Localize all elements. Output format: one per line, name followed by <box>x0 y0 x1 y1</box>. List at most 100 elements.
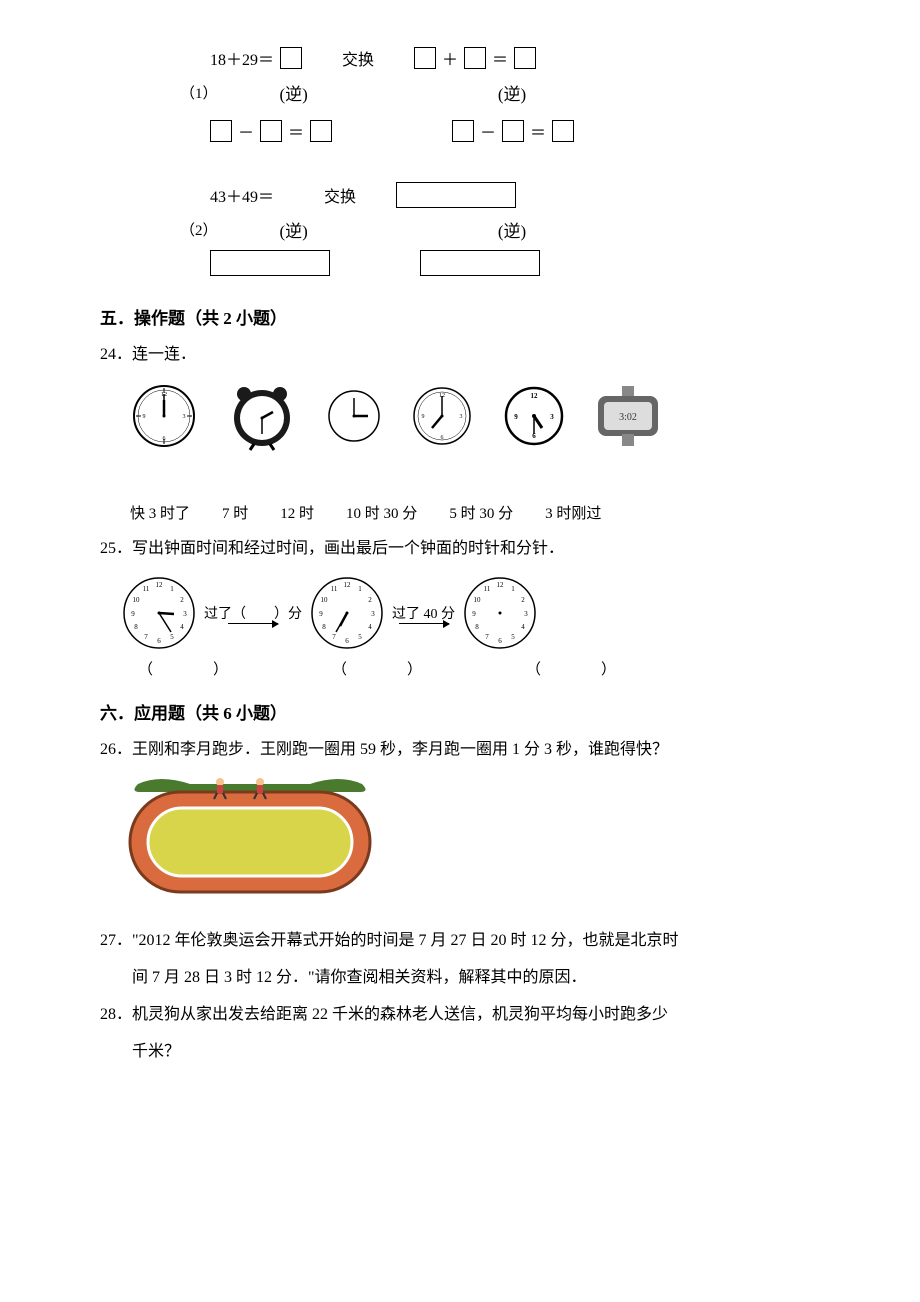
question-27-line2: 间 7 月 28 日 3 时 12 分．"请你查阅相关资料，解释其中的原因． <box>100 964 840 991</box>
part-label: （2） <box>180 219 218 240</box>
answer-box-rect[interactable] <box>396 182 516 208</box>
eq-line: 43＋49＝ 交换 <box>210 177 840 213</box>
svg-text:1: 1 <box>170 585 174 593</box>
clock-5[interactable]: 12369 <box>502 384 566 448</box>
clock-label[interactable]: 3 时刚过 <box>545 502 601 523</box>
svg-text:11: 11 <box>143 585 150 593</box>
svg-text:12: 12 <box>344 581 352 589</box>
answer-box[interactable] <box>464 47 486 69</box>
seq-clock-2: 121234567891011 <box>308 574 386 652</box>
svg-text:9: 9 <box>514 413 518 421</box>
eq-text: 18＋29＝ <box>210 46 274 70</box>
clock-label[interactable]: 10 时 30 分 <box>346 502 417 523</box>
equation-1: 18＋29＝ <box>210 46 302 70</box>
svg-text:6: 6 <box>163 436 166 442</box>
inverse-label-row: （1） (逆) (逆) <box>180 80 840 105</box>
equation-swap: ＋＝ <box>414 46 536 70</box>
inverse-label: (逆) <box>280 80 308 105</box>
clock-4[interactable]: 12369 <box>410 384 474 448</box>
svg-text:7: 7 <box>332 633 336 641</box>
svg-text:3: 3 <box>524 610 528 618</box>
svg-text:2: 2 <box>180 596 184 604</box>
svg-text:8: 8 <box>322 623 326 631</box>
svg-text:2: 2 <box>521 596 525 604</box>
answer-box[interactable] <box>552 120 574 142</box>
equation-2: 43＋49＝ <box>210 183 274 207</box>
clock-label[interactable]: 快 3 时了 <box>130 502 190 523</box>
svg-text:9: 9 <box>143 414 146 420</box>
clock-1[interactable]: 12369 <box>130 382 198 450</box>
answer-box[interactable] <box>260 120 282 142</box>
clock-6-digital[interactable]: 3:02 <box>594 386 662 446</box>
svg-text:3: 3 <box>550 413 554 421</box>
answer-box[interactable] <box>280 47 302 69</box>
paren-answers: （ ） （ ） （ ） <box>138 658 840 679</box>
svg-text:5: 5 <box>358 633 362 641</box>
svg-text:3: 3 <box>371 610 375 618</box>
svg-text:10: 10 <box>133 596 141 604</box>
problem-23-part2: 43＋49＝ 交换 （2） (逆) (逆) <box>140 177 840 276</box>
op-eq: ＝ <box>492 46 508 70</box>
inverse-label-row: （2） (逆) (逆) <box>180 217 840 242</box>
op-minus: － <box>480 119 496 143</box>
clock-match-row: 12369 12369 12369 3:02 <box>130 380 840 452</box>
answer-box[interactable] <box>310 120 332 142</box>
gap-label: 过了（ ）分 <box>204 603 302 623</box>
question-28-line2: 千米？ <box>100 1038 840 1065</box>
clock-sequence: 121234567891011 过了（ ）分 121234567891011 过… <box>120 574 840 652</box>
svg-text:2: 2 <box>368 596 372 604</box>
question-24: 24．连一连． <box>100 341 840 368</box>
svg-text:6: 6 <box>498 637 502 645</box>
svg-text:4: 4 <box>180 623 184 631</box>
svg-text:10: 10 <box>321 596 329 604</box>
inverse-label: (逆) <box>280 217 308 242</box>
answer-box[interactable] <box>414 47 436 69</box>
answer-box[interactable] <box>514 47 536 69</box>
seq-clock-1: 121234567891011 <box>120 574 198 652</box>
equation-inverse: －＝ <box>210 119 332 143</box>
svg-text:8: 8 <box>475 623 479 631</box>
clock-2-alarm[interactable] <box>226 380 298 452</box>
clock-label[interactable]: 12 时 <box>280 502 314 523</box>
clock-labels-row: 快 3 时了 7 时 12 时 10 时 30 分 5 时 30 分 3 时刚过 <box>130 502 840 523</box>
exchange-label: 交换 <box>342 46 374 70</box>
svg-text:12: 12 <box>497 581 505 589</box>
svg-text:7: 7 <box>144 633 148 641</box>
question-25: 25．写出钟面时间和经过时间，画出最后一个钟面的时针和分针． <box>100 535 840 562</box>
eq-text: 43＋49＝ <box>210 183 274 207</box>
svg-text:4: 4 <box>368 623 372 631</box>
clock-label[interactable]: 7 时 <box>222 502 248 523</box>
svg-text:11: 11 <box>484 585 491 593</box>
paren-blank[interactable]: （ ） <box>332 658 422 679</box>
svg-text:12: 12 <box>531 392 539 400</box>
equation-inverse: －＝ <box>452 119 574 143</box>
paren-blank[interactable]: （ ） <box>138 658 228 679</box>
svg-text:3: 3 <box>460 414 463 420</box>
answer-box[interactable] <box>502 120 524 142</box>
op-minus: － <box>238 119 254 143</box>
question-27-line1: 27．"2012 年伦敦奥运会开幕式开始的时间是 7 月 27 日 20 时 1… <box>100 927 840 954</box>
answer-box[interactable] <box>452 120 474 142</box>
svg-text:3:02: 3:02 <box>619 412 637 423</box>
exchange-label: 交换 <box>324 183 356 207</box>
svg-text:9: 9 <box>472 610 476 618</box>
svg-text:11: 11 <box>331 585 338 593</box>
svg-text:6: 6 <box>157 637 161 645</box>
svg-text:3: 3 <box>183 414 186 420</box>
paren-blank[interactable]: （ ） <box>526 658 616 679</box>
answer-box-rect[interactable] <box>210 250 330 276</box>
answer-box-rect[interactable] <box>420 250 540 276</box>
running-track-figure <box>120 774 840 909</box>
svg-text:7: 7 <box>485 633 489 641</box>
question-28-line1: 28．机灵狗从家出发去给距离 22 千米的森林老人送信，机灵狗平均每小时跑多少 <box>100 1001 840 1028</box>
op-plus: ＋ <box>442 46 458 70</box>
svg-text:6: 6 <box>345 637 349 645</box>
problem-23-part1: 18＋29＝ 交换 ＋＝ （1） (逆) (逆) －＝ －＝ <box>140 40 840 149</box>
seq-clock-3[interactable]: 121234567891011 <box>461 574 539 652</box>
clock-3[interactable] <box>326 388 382 444</box>
svg-text:9: 9 <box>319 610 323 618</box>
answer-box[interactable] <box>210 120 232 142</box>
section-5-title: 五．操作题（共 2 小题） <box>100 304 840 329</box>
clock-label[interactable]: 5 时 30 分 <box>449 502 513 523</box>
inverse-label: (逆) <box>498 80 526 105</box>
